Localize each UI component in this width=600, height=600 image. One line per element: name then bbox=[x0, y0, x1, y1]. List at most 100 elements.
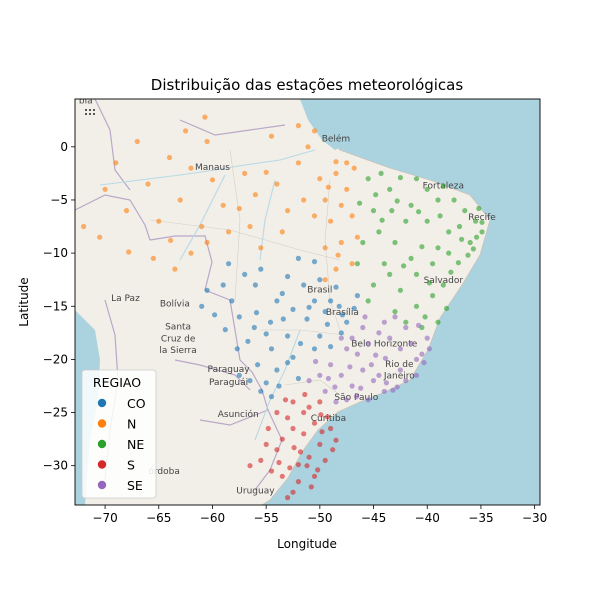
grid-dot bbox=[89, 109, 91, 111]
station-point-ne bbox=[403, 319, 409, 325]
river-madeira bbox=[179, 174, 226, 261]
legend-label-s: S bbox=[127, 458, 135, 473]
station-point-co bbox=[229, 298, 235, 304]
station-point-se bbox=[347, 364, 353, 370]
station-point-n bbox=[295, 123, 301, 129]
station-point-se bbox=[381, 388, 387, 394]
station-point-ne bbox=[451, 197, 457, 203]
station-point-se bbox=[360, 324, 366, 331]
x-tick-label: −40 bbox=[415, 511, 440, 525]
station-point-co bbox=[274, 298, 280, 304]
legend: REGIAO CO N NE S SE bbox=[81, 369, 157, 499]
station-point-s bbox=[306, 404, 312, 410]
station-point-s bbox=[301, 431, 307, 437]
station-point-co bbox=[268, 394, 275, 400]
map-label: Manaus bbox=[195, 163, 230, 173]
station-point-ne bbox=[448, 269, 454, 275]
station-point-n bbox=[199, 223, 205, 230]
station-point-n bbox=[305, 144, 311, 150]
map-label: bia bbox=[79, 96, 93, 106]
station-point-co bbox=[236, 372, 242, 378]
station-point-se bbox=[306, 378, 312, 384]
station-point-ne bbox=[437, 213, 443, 219]
station-point-co bbox=[252, 282, 258, 288]
state-borders bbox=[149, 149, 346, 396]
station-point-co bbox=[267, 319, 274, 325]
station-point-se bbox=[368, 362, 374, 368]
station-point-ne bbox=[360, 239, 366, 246]
y-tick-label: −5 bbox=[50, 193, 68, 207]
station-point-ne bbox=[473, 218, 479, 224]
border-argentina bbox=[199, 409, 283, 491]
station-point-co bbox=[351, 305, 357, 311]
station-point-s bbox=[295, 462, 301, 468]
station-point-n bbox=[150, 255, 156, 261]
station-point-n bbox=[242, 170, 248, 176]
station-point-co bbox=[344, 319, 350, 325]
station-point-se bbox=[382, 355, 388, 361]
station-point-n bbox=[344, 160, 350, 166]
station-point-co bbox=[311, 346, 318, 352]
border-brazil-paraguay bbox=[239, 359, 269, 411]
station-point-ne bbox=[446, 229, 452, 235]
station-point-se bbox=[365, 340, 371, 347]
station-point-s bbox=[328, 425, 334, 432]
station-point-ne bbox=[440, 183, 446, 189]
station-point-ne bbox=[392, 309, 398, 315]
station-point-s bbox=[247, 463, 253, 469]
station-point-ne bbox=[479, 219, 485, 225]
station-point-ne bbox=[394, 198, 400, 204]
station-point-s bbox=[319, 429, 325, 435]
station-point-s bbox=[290, 425, 296, 432]
map-label: Brasil bbox=[307, 285, 332, 295]
y-axis-label: Latitude bbox=[17, 277, 31, 326]
station-point-ne bbox=[413, 176, 420, 182]
border-peru bbox=[75, 194, 151, 241]
station-point-co bbox=[336, 303, 342, 309]
station-point-s bbox=[279, 436, 285, 442]
scatter-points bbox=[81, 114, 485, 501]
station-point-ne bbox=[470, 246, 476, 252]
station-point-s bbox=[318, 412, 324, 418]
station-point-ne bbox=[376, 229, 382, 235]
map-label: órdoba bbox=[148, 466, 180, 477]
station-point-ne bbox=[479, 229, 485, 235]
x-tick-label: −35 bbox=[468, 511, 493, 525]
station-point-s bbox=[308, 484, 314, 490]
station-point-co bbox=[247, 378, 253, 384]
station-point-n bbox=[204, 138, 210, 145]
station-point-n bbox=[134, 138, 140, 145]
station-point-s bbox=[263, 441, 269, 447]
station-point-se bbox=[338, 335, 344, 341]
station-point-n bbox=[209, 177, 216, 183]
grid-dot bbox=[93, 113, 95, 115]
border-brazil-bolivia bbox=[149, 235, 241, 361]
station-point-n bbox=[349, 213, 355, 219]
station-point-se bbox=[349, 335, 355, 341]
station-point-co bbox=[234, 346, 240, 352]
station-point-n bbox=[168, 237, 174, 243]
station-point-ne bbox=[387, 186, 393, 192]
station-point-ne bbox=[392, 239, 398, 246]
station-point-n bbox=[349, 261, 355, 267]
station-point-co bbox=[324, 321, 330, 327]
station-point-se bbox=[349, 383, 355, 389]
station-point-co bbox=[285, 273, 291, 280]
station-point-se bbox=[333, 399, 339, 405]
station-point-co bbox=[295, 255, 301, 261]
station-point-se bbox=[354, 351, 360, 357]
station-point-s bbox=[311, 473, 318, 479]
station-point-se bbox=[322, 388, 328, 394]
station-point-s bbox=[287, 465, 293, 471]
station-point-n bbox=[335, 252, 341, 258]
map-label: Belém bbox=[322, 134, 351, 145]
station-point-se bbox=[381, 319, 387, 325]
border-guianas bbox=[179, 119, 286, 136]
station-point-ne bbox=[459, 236, 465, 242]
station-point-ne bbox=[397, 175, 403, 181]
station-point-ne bbox=[389, 208, 395, 214]
station-point-co bbox=[268, 346, 275, 352]
y-axis: 0 −5 −10 −15 −20 −25 −30 bbox=[43, 140, 75, 473]
station-point-se bbox=[313, 358, 319, 365]
border-colombia bbox=[94, 99, 131, 191]
